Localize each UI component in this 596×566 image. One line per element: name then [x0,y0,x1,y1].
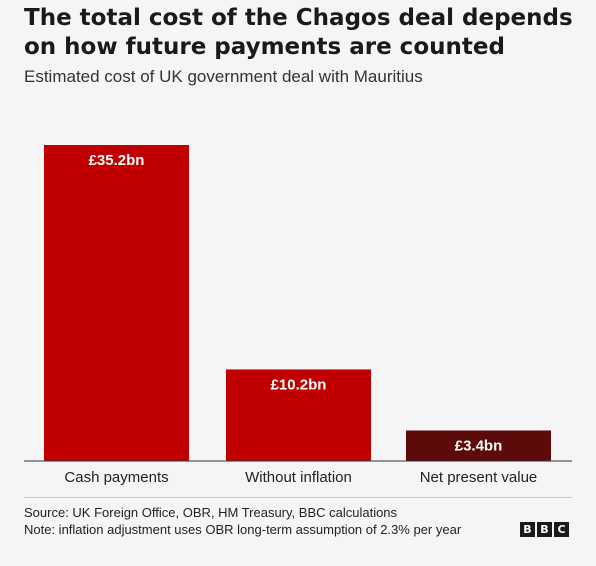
x-tick-label: Without inflation [245,469,352,486]
footer-divider [24,497,572,498]
bbc-logo-letter: B [537,522,552,537]
bar-net-present-value [406,430,551,461]
bbc-logo-letter: C [554,522,569,537]
x-tick-label: Cash payments [64,469,168,486]
source-note: Source: UK Foreign Office, OBR, HM Treas… [24,505,398,520]
bbc-logo: B B C [520,522,569,537]
chart-title: The total cost of the Chagos deal depend… [24,5,573,60]
x-tick-label: Net present value [420,469,538,486]
chart-subtitle: Estimated cost of UK government deal wit… [24,67,423,86]
data-label: £35.2bn [89,152,145,169]
bar-cash-payments [44,145,189,461]
bar-chart: £35.2bn Cash payments £10.2bn Without infla… [24,145,572,486]
data-label: £3.4bn [455,437,503,454]
bar-without-inflation [226,369,371,461]
footer: Source: UK Foreign Office, OBR, HM Treas… [24,504,516,538]
methodology-note: Note: inflation adjustment uses OBR long… [24,522,462,537]
data-label: £10.2bn [271,376,327,393]
bbc-logo-letter: B [520,522,535,537]
